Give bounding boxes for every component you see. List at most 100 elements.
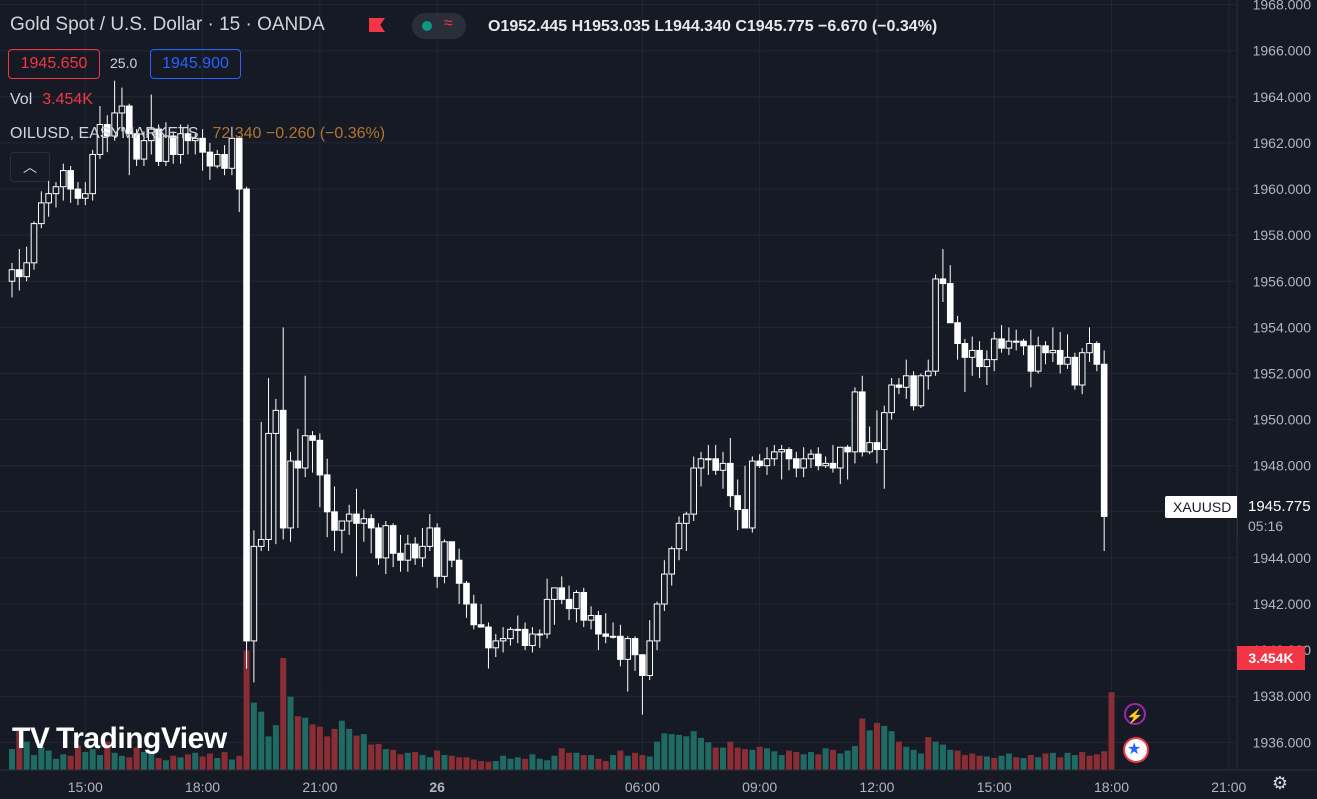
- candle-body: [602, 633, 610, 637]
- volume-bar: [434, 750, 441, 770]
- volume-bar: [727, 741, 734, 770]
- volume-bar: [1101, 751, 1108, 770]
- candle-body: [16, 269, 23, 278]
- price-axis[interactable]: 1968.000 1966.000 1964.000 1962.000 1960.000…: [1253, 0, 1312, 750]
- candle-body: [749, 460, 756, 529]
- candle-body: [1049, 349, 1057, 354]
- volume-bar: [397, 754, 404, 770]
- volume-bar: [595, 758, 602, 770]
- volume-bar: [243, 650, 250, 770]
- time-tick-label: 09:00: [742, 779, 777, 795]
- compare-symbol-legend[interactable]: OILUSD, EASYMARKETS 72.340 −0.260 (−0.36%…: [10, 125, 385, 143]
- volume-bar: [258, 711, 265, 770]
- candle-body: [910, 375, 917, 407]
- us-flag-event-icon[interactable]: ★: [1123, 737, 1149, 763]
- candle-body: [125, 105, 133, 135]
- candle-body: [426, 527, 434, 547]
- volume-bar: [654, 741, 661, 770]
- volume-bar: [551, 755, 558, 770]
- candle-body: [96, 123, 104, 155]
- candle-body: [463, 582, 470, 605]
- candle-body: [998, 338, 1005, 349]
- volume-bar: [763, 748, 770, 770]
- time-axis[interactable]: 15:00 18:00 21:00 26 06:00 09:00 12:00 15:00 18:…: [68, 779, 1247, 795]
- buy-button[interactable]: 1945.900: [150, 49, 241, 79]
- candle-body: [756, 460, 763, 467]
- volume-bar: [382, 749, 389, 770]
- volume-bar: [734, 747, 741, 770]
- volume-bar: [16, 731, 23, 770]
- candle-body: [551, 587, 558, 600]
- volume-bar: [1049, 752, 1056, 770]
- compare-symbol-value: 72.340 −0.260 (−0.36%): [212, 125, 386, 142]
- candle-body: [924, 370, 932, 377]
- spread-value: 25.0: [110, 55, 138, 71]
- sell-button[interactable]: 1945.650: [8, 49, 100, 79]
- candle-body: [741, 508, 749, 529]
- volume-bar: [507, 758, 514, 770]
- candle-body: [235, 137, 243, 190]
- volume-bar: [998, 755, 1005, 770]
- volume-bar: [1079, 752, 1086, 770]
- candle-body: [902, 375, 910, 388]
- candle-body: [404, 543, 412, 561]
- volume-legend[interactable]: Vol 3.454K: [10, 91, 93, 109]
- settings-gear-icon[interactable]: ⚙: [1271, 773, 1289, 793]
- candle-body: [499, 638, 507, 642]
- flag-icon[interactable]: [369, 18, 385, 32]
- candle-body: [147, 128, 155, 142]
- candle-body: [946, 283, 954, 324]
- volume-bar: [148, 751, 155, 770]
- volume-bar: [522, 758, 529, 770]
- volume-bar: [368, 744, 375, 770]
- candle-body: [595, 615, 602, 635]
- price-tick-label: 1962.000: [1253, 135, 1312, 151]
- market-status-pill[interactable]: ≈: [412, 13, 466, 39]
- volume-bar: [969, 753, 976, 770]
- time-tick-label: 26: [429, 779, 445, 795]
- volume-bar: [873, 722, 880, 770]
- volume-bar: [294, 716, 301, 770]
- volume-bar: [390, 749, 397, 770]
- last-price: 1945.775: [1248, 498, 1311, 515]
- candle-body: [646, 640, 654, 676]
- tradingview-logo[interactable]: TV TradingView: [12, 722, 227, 756]
- candle-body: [257, 538, 265, 547]
- candle-body: [1056, 349, 1064, 365]
- price-tick-label: 1968.000: [1253, 0, 1312, 13]
- candle-body: [8, 269, 16, 282]
- volume-bar: [690, 731, 697, 770]
- candle-body: [990, 338, 998, 361]
- candle-body: [1100, 363, 1108, 517]
- volume-bar: [280, 657, 287, 770]
- candle-body: [38, 202, 45, 225]
- symbol-title[interactable]: Gold Spot / U.S. Dollar · 15 · OANDA: [10, 14, 325, 35]
- volume-bar: [38, 746, 45, 770]
- volume-bar: [60, 754, 67, 770]
- volume-bar: [485, 761, 492, 770]
- candle-body: [162, 135, 170, 162]
- volume-bar: [324, 736, 331, 770]
- collapse-legend-button[interactable]: ︿: [10, 152, 50, 182]
- candle-body: [734, 495, 741, 510]
- volume-bar: [104, 741, 111, 770]
- volume-bar: [478, 761, 485, 770]
- volume-bar: [720, 747, 727, 770]
- volume-bar: [683, 736, 690, 770]
- time-tick-label: 21:00: [1211, 779, 1246, 795]
- volume-bar: [96, 755, 103, 770]
- candle-body: [771, 451, 778, 460]
- volume-bar: [236, 755, 243, 770]
- candle-body: [917, 375, 925, 407]
- volume-bar: [441, 755, 448, 770]
- volume-bar: [448, 755, 455, 770]
- volume-bar: [309, 724, 316, 770]
- candle-body: [206, 151, 214, 167]
- lightning-event-icon[interactable]: ⚡: [1124, 703, 1146, 725]
- candle-body: [815, 453, 822, 467]
- volume-bar: [646, 756, 653, 770]
- candle-body: [976, 349, 983, 368]
- candle-body: [1027, 345, 1035, 372]
- candle-body: [353, 513, 360, 524]
